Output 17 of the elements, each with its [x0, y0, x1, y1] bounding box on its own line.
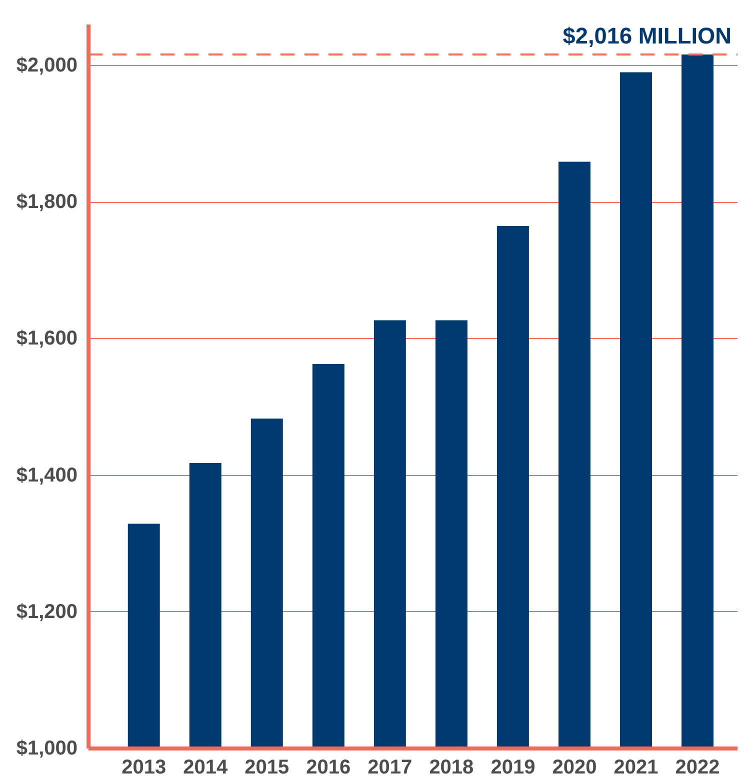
x-tick-label: 2014	[183, 756, 229, 778]
x-tick-label: 2015	[244, 756, 290, 778]
ref-line-label: $2,016 MILLION	[562, 22, 732, 49]
y-tick-label: $1,200	[16, 600, 78, 623]
y-tick-label: $1,600	[16, 328, 78, 350]
x-tick-label: 2020	[552, 756, 597, 778]
y-tick-label: $1,000	[16, 738, 78, 760]
x-tick-label: 2016	[306, 756, 351, 778]
x-tick-label: 2019	[490, 756, 536, 778]
x-tick-label: 2018	[429, 756, 474, 778]
x-tick-label: 2021	[614, 756, 658, 778]
y-tick-label: $1,800	[16, 191, 78, 214]
x-tick-label: 2017	[368, 756, 412, 778]
y-tick-label: $2,000	[16, 54, 78, 76]
y-tick-label: $1,400	[16, 464, 78, 486]
x-tick-label: 2013	[122, 756, 166, 778]
x-tick-label: 2022	[675, 756, 720, 778]
